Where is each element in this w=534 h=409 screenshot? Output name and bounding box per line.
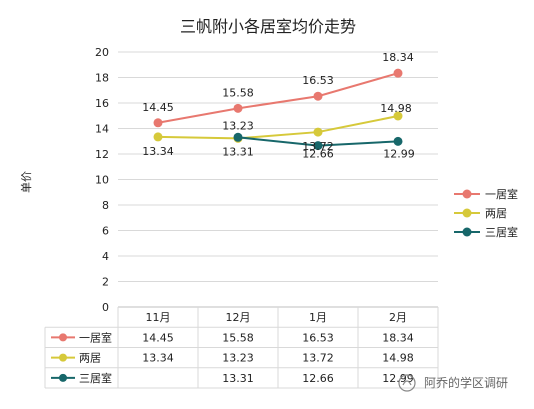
table-series-name: 三居室	[79, 371, 112, 385]
legend-marker-dot	[462, 189, 472, 199]
legend-marker-dot	[462, 208, 472, 218]
legend-label: 两居	[485, 207, 507, 220]
chart-title: 三帆附小各居室均价走势	[180, 17, 356, 36]
data-point	[393, 111, 403, 121]
x-category-label: 11月	[146, 311, 171, 324]
x-category-label: 1月	[309, 311, 327, 324]
legend-item: 三居室	[454, 225, 518, 239]
table-row: 两居 13.34 13.23 13.72 14.98	[51, 352, 414, 365]
legend-label: 三居室	[485, 225, 518, 239]
x-category-label: 12月	[226, 311, 251, 324]
table-cell: 18.34	[382, 331, 414, 344]
series-0	[153, 68, 403, 128]
y-tick-label: 0	[102, 301, 109, 314]
legend-item: 一居室	[454, 187, 518, 201]
data-point	[313, 91, 323, 101]
data-label: 13.72	[302, 140, 334, 153]
watermark-text: 阿乔的学区调研	[424, 375, 508, 390]
data-label: 12.66	[302, 148, 334, 161]
table-cell: 13.34	[142, 352, 174, 365]
table-cell: 13.31	[222, 372, 254, 385]
data-point	[313, 141, 323, 151]
data-label: 14.98	[380, 102, 412, 115]
data-point	[393, 136, 403, 146]
y-tick-label: 14	[95, 123, 109, 136]
y-tick-label: 10	[95, 174, 109, 187]
data-label: 18.34	[382, 51, 414, 64]
table-series-marker-dot	[59, 353, 67, 362]
table-cell: 13.72	[302, 352, 334, 365]
y-tick-label: 8	[102, 199, 109, 212]
data-point	[153, 118, 163, 128]
table-row: 一居室 14.45 15.58 16.53 18.34	[51, 330, 414, 344]
legend-marker-dot	[462, 227, 472, 237]
x-category-label: 2月	[389, 311, 407, 324]
table-cell: 12.99	[382, 372, 414, 385]
data-label: 14.45	[142, 101, 174, 114]
table-series-marker-dot	[59, 373, 67, 382]
y-tick-label: 20	[95, 46, 109, 59]
y-tick-label: 4	[102, 250, 109, 263]
data-labels: 14.45 15.58 16.53 18.34 13.34 13.23 13.72 14.98…	[142, 51, 415, 160]
table-cell: 14.45	[142, 331, 174, 344]
y-tick-label: 12	[95, 148, 109, 161]
legend-item: 两居	[454, 207, 507, 220]
data-label: 13.34	[142, 145, 174, 158]
y-tick-label: 2	[102, 276, 109, 289]
watermark: 阿乔的学区调研	[398, 374, 508, 392]
series-2	[233, 132, 403, 151]
y-axis-label: 单价	[20, 171, 33, 193]
data-label: 16.53	[302, 74, 334, 87]
table-cell: 13.23	[222, 352, 254, 365]
table-cell: 16.53	[302, 331, 334, 344]
legend-label: 一居室	[485, 187, 518, 201]
table-cell: 12.66	[302, 372, 334, 385]
table-cell: 15.58	[222, 331, 254, 344]
data-label: 13.23	[222, 119, 254, 132]
y-tick-label: 18	[95, 72, 109, 85]
grid	[118, 51, 438, 308]
data-point	[233, 103, 243, 113]
y-ticks: 0 2 4 6 8 10 12 14 16 18 20	[95, 46, 109, 314]
watermark-logo-icon	[398, 374, 416, 392]
series-line	[157, 72, 399, 124]
data-point	[393, 68, 403, 78]
table-series-marker-dot	[59, 333, 67, 342]
data-point	[233, 132, 243, 142]
table-cell: 14.98	[382, 352, 414, 365]
data-label: 12.99	[383, 147, 415, 160]
y-tick-label: 6	[102, 225, 109, 238]
series-line	[157, 115, 399, 140]
series	[153, 68, 403, 151]
table-series-name: 一居室	[79, 330, 112, 344]
table-series-name: 两居	[79, 352, 101, 365]
data-label: 13.31	[222, 145, 254, 158]
data-point	[153, 132, 163, 142]
data-label: 15.58	[222, 86, 254, 99]
y-tick-label: 16	[95, 97, 109, 110]
data-point	[313, 127, 323, 137]
table-row: 三居室 13.31 12.66 12.99	[51, 371, 414, 385]
